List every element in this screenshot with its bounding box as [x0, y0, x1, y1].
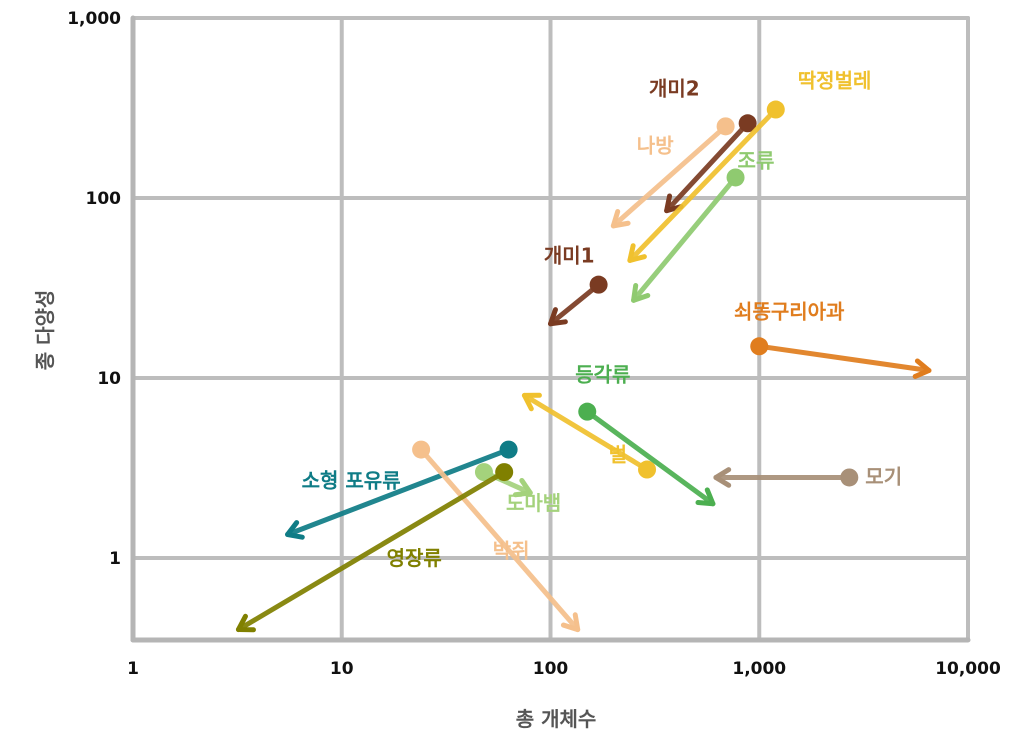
series-arrow — [474, 463, 533, 498]
series-arrow — [285, 440, 518, 540]
series-arrow — [750, 337, 932, 379]
arrow-shaft — [584, 409, 716, 507]
series-arrow — [631, 168, 745, 303]
y-tick-label: 100 — [86, 189, 122, 209]
x-tick-label: 10 — [330, 659, 354, 679]
arrow-shaft — [235, 469, 507, 633]
arrow-shaft — [418, 447, 581, 633]
start-point — [750, 337, 769, 356]
series-arrow — [713, 467, 859, 488]
y-tick-label: 10 — [97, 369, 121, 389]
series-arrow — [610, 117, 735, 229]
series-arrow — [548, 275, 608, 327]
data-marks — [235, 100, 932, 633]
series-arrow — [664, 114, 757, 214]
arrow-head — [631, 282, 651, 303]
arrow-head — [285, 520, 305, 540]
arrow-head — [512, 477, 533, 498]
tick-labels: 1 10 100 1,000 10,000 1 10 100 1,000 — [67, 9, 1001, 679]
arrow-head — [548, 307, 568, 327]
arrow-head — [695, 487, 716, 507]
series-arrow — [235, 463, 514, 633]
series-label: 등각류 — [575, 363, 630, 387]
start-point — [738, 114, 757, 133]
start-point — [840, 468, 859, 487]
x-tick-label: 1 — [127, 659, 139, 679]
series-arrow — [521, 392, 657, 479]
x-tick-label: 1,000 — [732, 659, 786, 679]
start-point — [474, 463, 493, 482]
series-label: 나방 — [637, 133, 674, 157]
arrow-shaft — [664, 120, 751, 214]
start-point — [412, 440, 431, 459]
start-point — [716, 117, 735, 136]
arrow-head — [627, 243, 647, 263]
grid — [130, 15, 971, 643]
series-label: 소형 포유류 — [302, 469, 401, 493]
arrow-shaft — [521, 392, 650, 473]
x-tick-label: 10,000 — [935, 659, 1001, 679]
y-tick-label: 1,000 — [67, 9, 121, 29]
arrow-head — [560, 612, 581, 633]
arrow-head — [664, 193, 684, 214]
series-label: 개미2 — [649, 76, 700, 100]
arrow-shaft — [548, 282, 602, 327]
series-arrow — [412, 440, 581, 633]
series-arrow — [578, 402, 716, 507]
series-label: 조류 — [738, 148, 775, 172]
y-tick-label: 1 — [109, 549, 121, 569]
series-label: 도마뱀 — [506, 491, 561, 515]
series-label: 영장류 — [387, 546, 442, 570]
arrow-shaft — [627, 107, 779, 263]
x-axis-label: 총 개체수 — [516, 707, 597, 731]
arrow-head — [521, 392, 542, 412]
series-label: 개미1 — [544, 244, 595, 268]
arrow-head — [713, 467, 732, 488]
series-label: 박쥐 — [493, 539, 530, 563]
series-label: 딱정벌레 — [798, 69, 872, 93]
arrow-head — [235, 613, 256, 633]
series-arrow — [627, 100, 785, 263]
arrow-shaft — [285, 447, 512, 537]
arrow-shaft — [756, 343, 932, 374]
start-point — [766, 100, 785, 119]
x-tick-label: 100 — [533, 659, 569, 679]
series-label: 쇠똥구리아과 — [734, 299, 845, 323]
series-label: 모기 — [865, 464, 902, 488]
series-label: 벌 — [609, 443, 627, 467]
arrow-head — [912, 358, 932, 379]
arrow-shaft — [610, 123, 729, 229]
y-axis-label: 종 다양성 — [33, 290, 57, 371]
start-point — [495, 463, 514, 482]
arrow-shaft — [631, 174, 739, 303]
start-point — [638, 460, 657, 479]
arrow-head — [610, 209, 631, 229]
start-point — [578, 402, 597, 421]
start-point — [589, 275, 608, 294]
start-point — [726, 168, 745, 187]
start-point — [499, 440, 518, 459]
